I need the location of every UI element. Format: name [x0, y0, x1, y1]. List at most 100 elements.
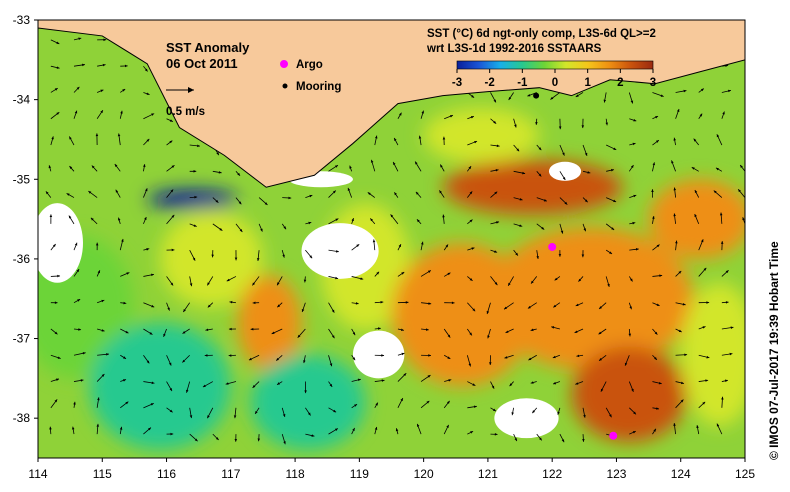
current-vector-289: [276, 276, 283, 286]
current-vector-207: [536, 197, 548, 202]
current-vector-339: [721, 301, 729, 304]
current-vector-425: [552, 381, 561, 385]
legend-mooring-label: Mooring: [296, 81, 341, 93]
current-vector-178: [582, 170, 591, 174]
current-vector-197: [305, 194, 313, 198]
current-vector-481: [416, 423, 422, 435]
current-vector-224: [212, 223, 223, 231]
current-vector-111: [467, 115, 475, 120]
current-vector-352: [297, 328, 306, 338]
current-vector-365: [598, 328, 607, 335]
current-vector-401: [721, 352, 733, 356]
current-vector-191: [166, 189, 174, 198]
current-vector-253: [166, 248, 175, 252]
missing-patch-0: [38, 203, 83, 283]
current-vector-304: [628, 276, 633, 282]
current-vector-241: [605, 223, 615, 231]
current-vector-391: [489, 355, 492, 366]
current-vector-233: [416, 219, 422, 225]
y-tick-label-0: -33: [13, 13, 31, 27]
current-vector-250: [95, 242, 99, 251]
current-vector-462: [698, 401, 706, 409]
current-vector-411: [225, 381, 237, 385]
current-vector-383: [303, 355, 306, 364]
current-vector-174: [490, 168, 499, 172]
current-vector-439: [166, 407, 173, 413]
current-vector-216: [737, 188, 745, 198]
current-vector-263: [397, 244, 402, 251]
current-vector-141: [442, 136, 446, 146]
current-vector-403: [50, 378, 60, 382]
current-vector-145: [536, 144, 542, 151]
current-vector-436: [96, 397, 100, 408]
current-vector-351: [271, 328, 283, 335]
current-vector-223: [189, 223, 197, 227]
current-vector-426: [575, 381, 584, 385]
current-vector-261: [351, 243, 360, 251]
current-vector-122: [721, 111, 725, 119]
current-vector-157: [91, 165, 98, 172]
current-vector-384: [328, 355, 333, 367]
current-vector-433: [744, 381, 745, 382]
current-vector-170: [392, 161, 399, 172]
current-vector-175: [513, 170, 526, 175]
x-tick-label-10: 124: [671, 467, 691, 481]
current-vector-358: [443, 328, 451, 338]
current-vector-354: [351, 328, 356, 336]
current-vector-84: [550, 92, 561, 100]
current-vector-386: [374, 354, 385, 357]
current-vector-310: [50, 301, 58, 305]
current-vector-366: [628, 328, 632, 337]
current-vector-184: [715, 167, 723, 172]
current-vector-66: [143, 92, 150, 95]
current-vector-336: [652, 302, 660, 307]
current-vector-432: [721, 379, 728, 383]
current-vector-417: [374, 379, 385, 382]
current-vector-347: [182, 328, 190, 334]
current-vector-305: [652, 274, 663, 278]
current-vector-81: [490, 92, 497, 103]
current-vector-295: [420, 270, 432, 277]
current-vector-349: [228, 327, 236, 331]
current-vector-448: [374, 402, 379, 409]
current-vector-269: [536, 250, 539, 260]
current-vector-437: [120, 401, 129, 409]
current-vector-227: [281, 223, 287, 230]
current-vector-371: [744, 328, 745, 330]
x-tick-label-3: 117: [221, 467, 240, 481]
current-vector-31: [50, 65, 60, 69]
current-vector-325: [397, 301, 409, 304]
current-vector-259: [305, 249, 313, 259]
current-vector-163: [235, 171, 241, 176]
current-vector-443: [254, 407, 260, 415]
current-vector-470: [166, 432, 174, 436]
current-vector-273: [629, 248, 639, 251]
current-vector-480: [395, 428, 399, 435]
current-vector-211: [629, 194, 637, 198]
current-vector-150: [652, 139, 660, 146]
current-vector-320: [277, 302, 283, 308]
current-vector-375: [120, 354, 127, 360]
current-vector-326: [421, 302, 432, 305]
y-tick-label-4: -37: [13, 332, 31, 346]
current-vector-249: [73, 242, 78, 251]
markers: [533, 92, 618, 440]
current-vector-2: [97, 38, 107, 42]
credit-text: © IMOS 07-Jul-2017 19:39 Hobart Time: [767, 241, 781, 460]
current-vector-430: [675, 381, 685, 385]
current-vector-363: [551, 326, 560, 330]
current-vector-193: [212, 197, 219, 203]
current-vector-35: [143, 65, 148, 72]
x-tick-label-6: 120: [414, 467, 434, 481]
current-vector-208: [559, 197, 568, 205]
current-vector-285: [189, 276, 193, 287]
current-vector-492: [673, 423, 676, 435]
current-vector-183: [691, 166, 699, 172]
current-vector-226: [258, 223, 263, 232]
current-vector-324: [374, 300, 384, 304]
current-vector-182: [671, 160, 676, 172]
current-vector-237: [513, 223, 523, 227]
current-vector-453: [490, 407, 497, 412]
current-vector-147: [582, 144, 588, 157]
